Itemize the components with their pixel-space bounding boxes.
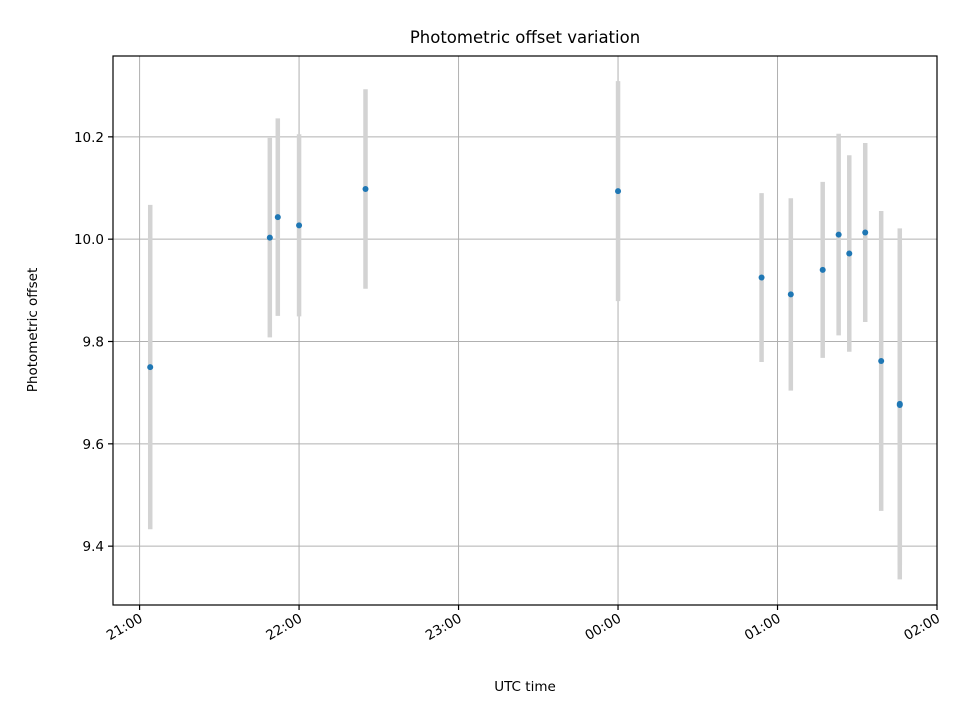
data-point [296,222,303,229]
data-point [147,364,154,371]
data-point [896,401,903,408]
y-axis-label: Photometric offset [25,268,41,392]
data-point [266,234,273,241]
y-tick-label: 10.0 [74,232,104,248]
data-point [758,274,765,281]
plot-area-frame [112,55,938,606]
chart-title: Photometric offset variation [410,28,640,47]
data-point [787,291,794,298]
data-point [615,188,622,195]
data-point [862,229,869,236]
data-point [878,357,885,364]
y-tick-label: 10.2 [74,130,104,146]
data-point [846,250,853,257]
y-axis-ticks: 9.4 9.6 9.8 10.0 10.2 [74,130,113,555]
y-tick-label: 9.4 [83,539,104,555]
data-point [362,186,369,193]
data-point [274,214,281,221]
x-axis-label: UTC time [494,679,556,695]
y-tick-label: 9.8 [83,335,104,351]
data-point [835,231,842,238]
y-tick-label: 9.6 [83,437,104,453]
data-points [147,186,903,408]
data-point [819,266,826,273]
